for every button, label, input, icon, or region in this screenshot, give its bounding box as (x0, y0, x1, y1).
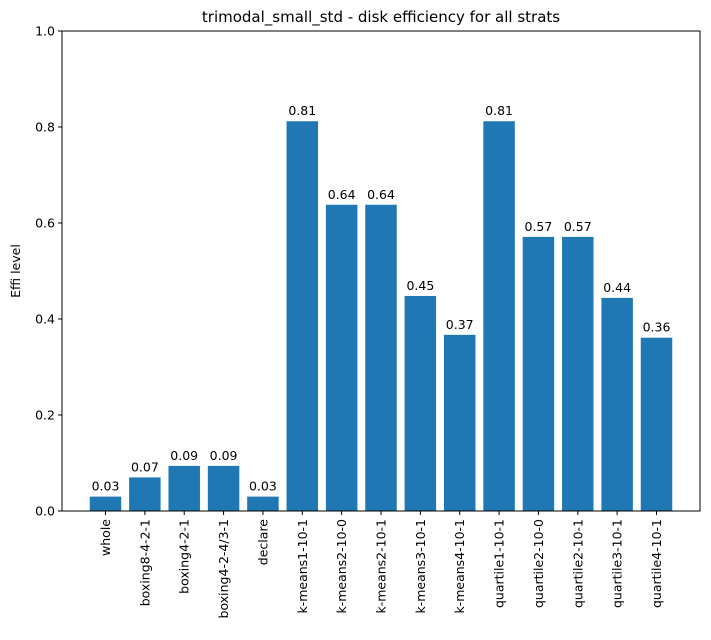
y-tick-label-5: 1.0 (35, 24, 55, 39)
bar-13 (601, 297, 633, 511)
bar-1 (129, 477, 161, 511)
x-tick-label-5: k-means1-10-1 (295, 519, 310, 614)
bar-2 (168, 465, 200, 511)
bar-5 (286, 121, 319, 512)
bar-value-label-4: 0.03 (249, 479, 277, 494)
y-tick-label-3: 0.6 (35, 216, 55, 231)
y-tick-label-2: 0.4 (35, 312, 55, 327)
bar-6 (325, 204, 358, 511)
bar-9 (443, 334, 476, 511)
x-tick-label-7: k-means2-10-1 (374, 519, 389, 614)
x-tick-label-11: quartile2-10-0 (531, 519, 546, 608)
bar-value-label-9: 0.37 (446, 317, 474, 332)
x-tick-label-6: k-means2-10-0 (334, 519, 349, 614)
x-tick-label-2: boxing4-2-1 (177, 519, 192, 594)
x-tick-label-9: k-means4-10-1 (452, 519, 467, 614)
bar-value-label-11: 0.57 (525, 219, 553, 234)
chart-title: trimodal_small_std - disk efficiency for… (202, 8, 560, 27)
bar-value-label-5: 0.81 (288, 103, 316, 118)
y-tick-label-0: 0.0 (35, 504, 55, 519)
bar-value-label-13: 0.44 (603, 280, 631, 295)
x-tick-label-8: k-means3-10-1 (413, 519, 428, 614)
x-tick-label-3: boxing4-2-4/3-1 (216, 519, 231, 618)
y-axis-label: Effi level (8, 244, 23, 298)
bar-0 (89, 496, 122, 511)
x-tick-label-10: quartile1-10-1 (492, 519, 507, 608)
bar-value-label-12: 0.57 (564, 219, 592, 234)
bar-10 (483, 121, 515, 512)
value-labels-group: 0.03 0.07 0.09 0.09 0.03 0.81 0.64 0.64 0.45 0.37… (92, 103, 671, 493)
x-tick-label-12: quartile2-10-1 (570, 519, 585, 608)
x-tick-label-14: quartile4-10-1 (649, 519, 664, 608)
y-tick-label-1: 0.2 (35, 408, 55, 423)
bar-value-label-3: 0.09 (210, 448, 238, 463)
x-tick-label-1: boxing8-4-2-1 (137, 519, 152, 606)
plot-frame (61, 30, 701, 512)
bar-value-label-6: 0.64 (328, 187, 356, 202)
x-tick-label-0: whole (98, 519, 113, 556)
bar-value-label-10: 0.81 (485, 103, 513, 118)
x-tick-label-13: quartile3-10-1 (610, 519, 625, 608)
bar-12 (562, 236, 594, 512)
bar-value-label-0: 0.03 (92, 479, 120, 494)
bar-value-label-8: 0.45 (406, 278, 434, 293)
bar-value-label-2: 0.09 (170, 448, 198, 463)
bar-value-label-14: 0.36 (643, 320, 671, 335)
bar-14 (640, 337, 673, 511)
bar-8 (404, 295, 437, 511)
bar-3 (207, 465, 240, 511)
bar-4 (247, 496, 279, 511)
bar-value-label-7: 0.64 (367, 187, 395, 202)
y-axis-ticks: 0.0 0.2 0.4 0.6 0.8 1.0 (35, 24, 62, 519)
bar-value-label-1: 0.07 (131, 459, 159, 474)
bar-11 (522, 236, 555, 512)
bar-7 (365, 204, 397, 511)
bars-group (89, 121, 673, 512)
x-axis-ticks: whole boxing8-4-2-1 boxing4-2-1 boxing4-2-4… (98, 511, 664, 618)
x-tick-label-4: declare (255, 519, 270, 565)
y-tick-label-4: 0.8 (35, 120, 55, 135)
